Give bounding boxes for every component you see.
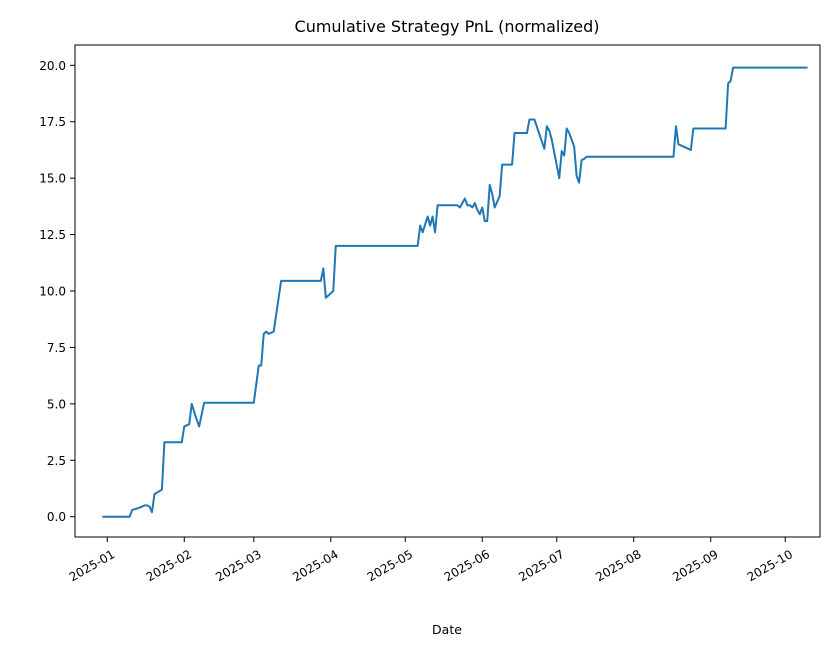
y-tick-label: 0.0 xyxy=(47,510,66,524)
series-line xyxy=(102,66,808,518)
chart-title: Cumulative Strategy PnL (normalized) xyxy=(295,17,600,36)
y-tick-label: 15.0 xyxy=(39,172,66,186)
y-tick-label: 5.0 xyxy=(47,397,66,411)
y-axis: 0.0 2.5 5.0 7.5 10.0 12.5 15.0 17.5 20.0 xyxy=(39,59,75,524)
y-tick-label: 20.0 xyxy=(39,59,66,73)
x-axis-label: Date xyxy=(432,622,462,637)
data-layer xyxy=(102,66,808,518)
y-tick-label: 10.0 xyxy=(39,285,66,299)
y-tick-label: 17.5 xyxy=(39,115,66,129)
y-tick-label: 7.5 xyxy=(47,341,66,355)
y-tick-label: 2.5 xyxy=(47,454,66,468)
y-tick-label: 12.5 xyxy=(39,228,66,242)
